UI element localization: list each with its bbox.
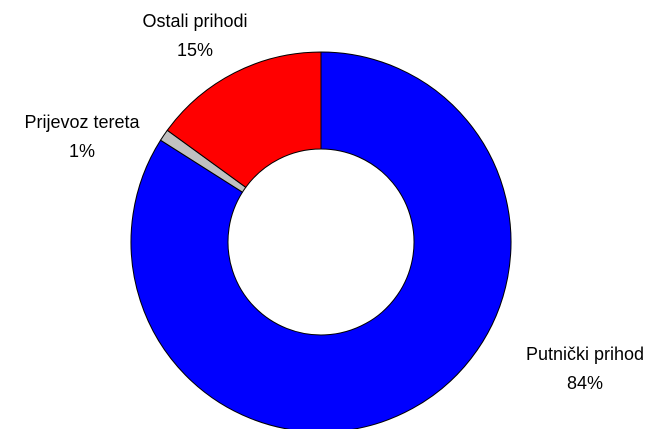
donut-slice bbox=[130, 51, 512, 429]
slice-label: Ostali prihodi bbox=[142, 11, 247, 31]
slice-value-label: 15% bbox=[177, 40, 213, 60]
donut-slice bbox=[166, 51, 322, 189]
slice-value-label: 1% bbox=[69, 141, 95, 161]
slice-label: Prijevoz tereta bbox=[24, 112, 140, 132]
slice-value-label: 84% bbox=[567, 373, 603, 393]
slice-label: Putnički prihod bbox=[526, 344, 644, 364]
